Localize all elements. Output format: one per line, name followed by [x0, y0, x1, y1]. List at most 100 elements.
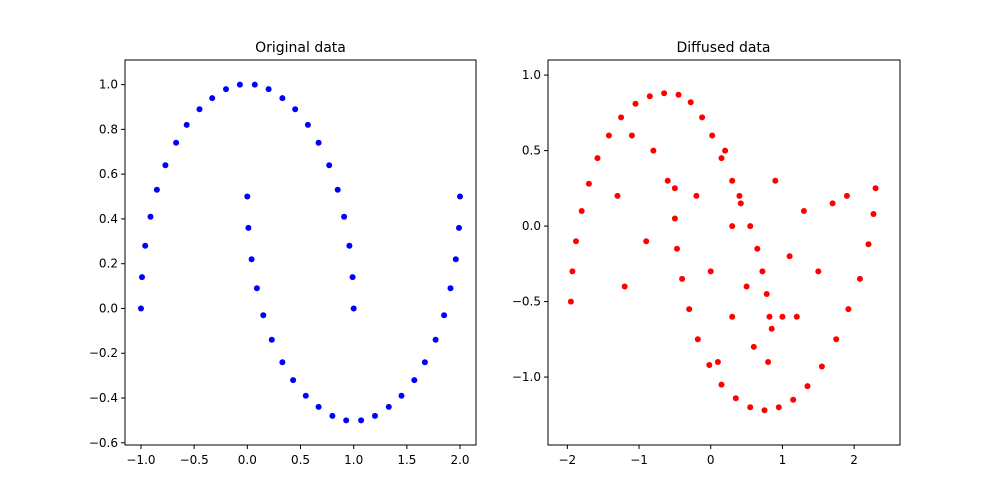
y-tick-label: −0.2	[89, 346, 118, 360]
data-point	[349, 274, 356, 281]
data-point	[569, 268, 576, 275]
data-point	[329, 412, 336, 419]
data-point	[326, 162, 333, 169]
y-tick-label: 0.5	[522, 144, 541, 158]
data-point	[244, 193, 251, 200]
data-point	[605, 132, 612, 139]
data-point	[268, 336, 275, 343]
data-point	[718, 381, 725, 388]
x-tick-label: 2	[850, 453, 858, 467]
y-tick-label: 0.2	[99, 257, 118, 271]
plot-frame	[124, 59, 477, 446]
data-point	[750, 343, 757, 350]
data-point	[829, 200, 836, 207]
data-point	[183, 121, 190, 128]
x-tick-label: 2.0	[450, 453, 469, 467]
data-point	[142, 242, 149, 249]
data-point	[372, 412, 378, 419]
x-tick-label: 1.5	[397, 453, 416, 467]
y-tick-label: −0.4	[89, 391, 118, 405]
data-point	[664, 177, 671, 184]
data-point	[245, 224, 252, 231]
y-tick-label: 0.0	[99, 301, 118, 315]
data-point	[761, 407, 768, 414]
data-point	[398, 392, 405, 399]
data-point	[253, 285, 260, 292]
x-tick-label: 1	[779, 453, 787, 467]
axes: −2 −1 0 1 2 −1.0 −0.5 0.0 0.5 1.0	[512, 68, 858, 467]
plot-frame	[547, 59, 901, 446]
data-point	[763, 291, 770, 297]
y-tick-label: 0.0	[522, 219, 541, 233]
data-point	[790, 396, 797, 403]
x-tick-label: 0.0	[238, 453, 257, 467]
data-point	[279, 359, 286, 366]
scatter-points	[138, 81, 463, 424]
data-point	[432, 336, 439, 343]
data-point	[729, 313, 736, 320]
data-point	[872, 185, 879, 192]
data-point	[573, 238, 579, 245]
data-point	[706, 362, 713, 368]
data-point	[793, 313, 800, 320]
data-point	[578, 208, 585, 214]
data-point	[452, 256, 459, 263]
data-point	[800, 208, 807, 214]
data-point	[679, 275, 686, 282]
data-point	[747, 223, 754, 230]
data-point	[693, 192, 700, 199]
data-point	[447, 285, 454, 292]
data-point	[736, 192, 743, 199]
x-tick-label: −0.5	[180, 453, 209, 467]
data-point	[843, 192, 850, 199]
data-point	[775, 404, 782, 411]
y-tick-label: −1.0	[512, 370, 541, 384]
y-tick-label: 0.8	[99, 122, 118, 136]
data-point	[162, 162, 169, 169]
data-point	[585, 180, 592, 187]
data-point	[628, 132, 635, 139]
data-point	[818, 363, 825, 370]
data-point	[661, 90, 668, 97]
data-point	[675, 91, 682, 98]
data-point	[743, 283, 750, 290]
data-point	[334, 186, 341, 193]
x-tick-label: 0	[707, 453, 715, 467]
data-point	[457, 193, 463, 200]
data-point	[618, 114, 625, 121]
x-tick-label: −1.0	[126, 453, 155, 467]
data-point	[766, 313, 773, 320]
data-point	[772, 177, 779, 184]
data-point	[594, 155, 601, 162]
data-point	[804, 383, 811, 390]
data-point	[779, 313, 786, 320]
chart-title: Original data	[255, 40, 346, 56]
axes: −1.0 −0.5 0.0 0.5 1.0 1.5 2.0 −0.6 −0.4 −0.2 0.0 0.…	[89, 78, 470, 467]
data-point	[315, 139, 322, 146]
x-tick-label: 1.0	[344, 453, 363, 467]
x-tick-label: −1	[630, 453, 648, 467]
data-point	[754, 245, 761, 252]
data-point	[209, 95, 216, 102]
data-point	[833, 336, 840, 343]
data-point	[732, 395, 739, 402]
data-point	[718, 155, 725, 162]
scatter-points	[567, 90, 879, 414]
data-point	[350, 305, 357, 312]
data-point	[292, 106, 299, 113]
data-point	[173, 139, 180, 146]
data-point	[856, 275, 863, 282]
data-point	[358, 417, 365, 424]
x-tick-label: −2	[559, 453, 577, 467]
data-point	[621, 283, 628, 290]
data-point	[707, 268, 714, 275]
data-point	[139, 274, 145, 281]
data-point	[709, 132, 716, 139]
x-tick-label: 0.5	[291, 453, 310, 467]
data-point	[759, 268, 766, 275]
data-point	[196, 106, 203, 113]
data-point	[714, 359, 721, 365]
data-point	[421, 359, 428, 366]
data-point	[671, 215, 678, 222]
